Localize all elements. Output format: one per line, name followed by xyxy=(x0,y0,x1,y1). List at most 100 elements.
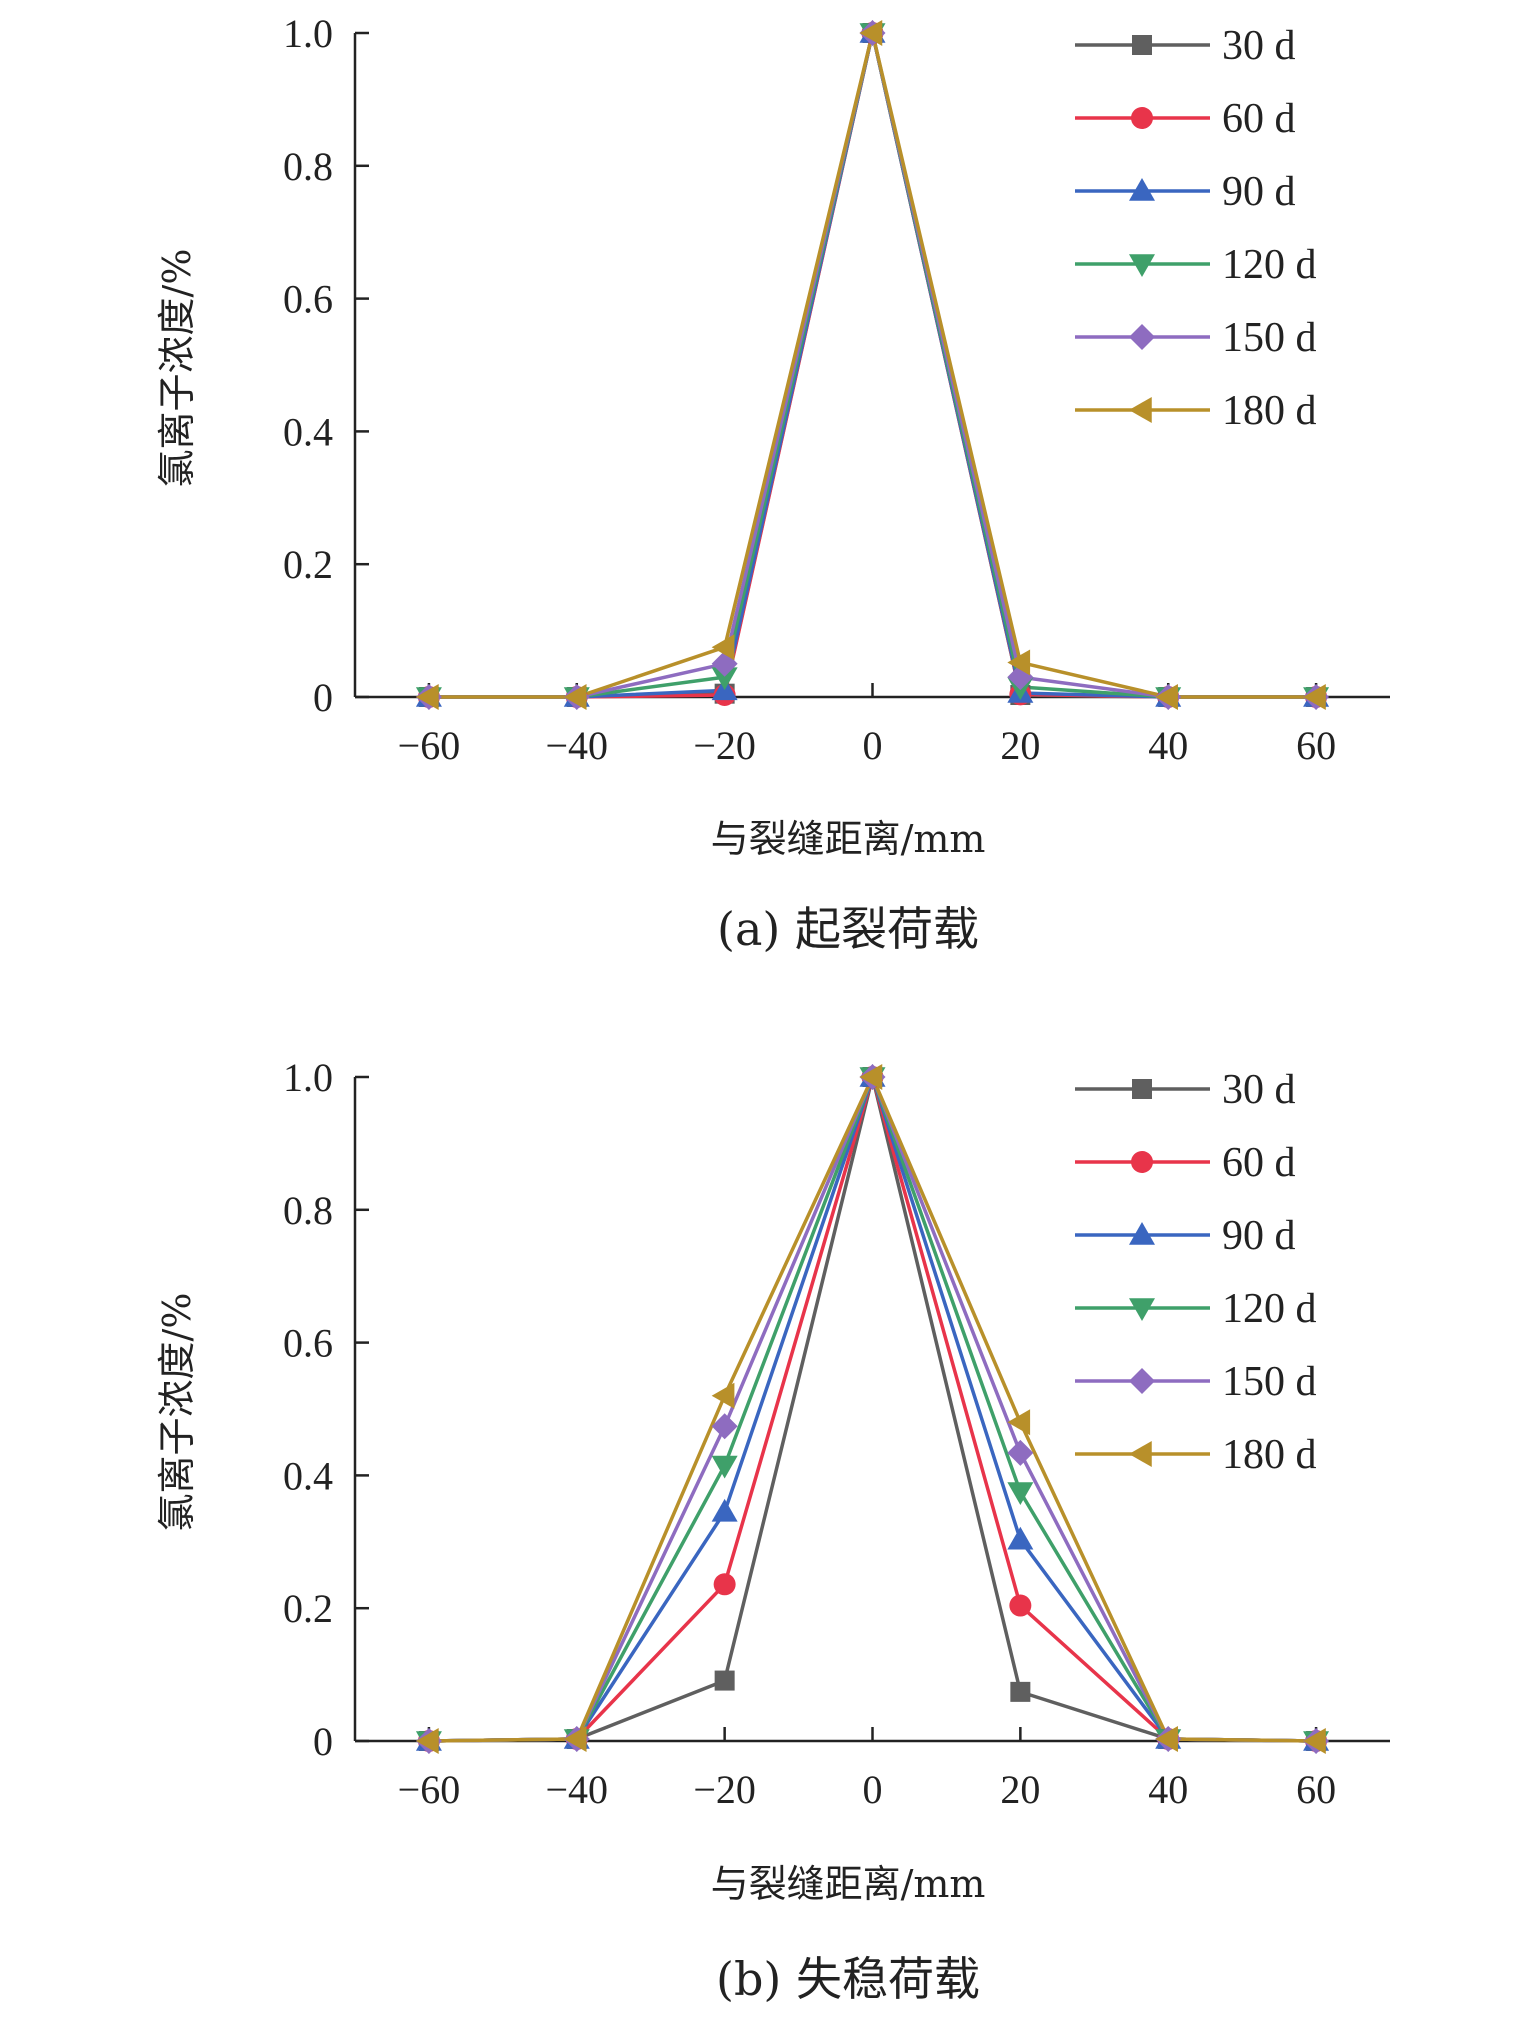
legend-marker xyxy=(1129,324,1155,350)
data-point xyxy=(1155,1726,1178,1753)
y-tick-label: 0.4 xyxy=(283,1453,333,1498)
legend-marker xyxy=(1129,1298,1155,1321)
data-point xyxy=(1007,1526,1034,1550)
x-tick-label: −60 xyxy=(398,1767,461,1812)
x-tick-label: −40 xyxy=(546,723,609,768)
legend-label: 30 d xyxy=(1222,1067,1296,1113)
y-tick-label: 1.0 xyxy=(283,11,333,56)
x-tick-label: 20 xyxy=(1000,1767,1040,1812)
legend-label: 60 d xyxy=(1222,96,1296,142)
legend-marker xyxy=(1132,1079,1152,1099)
axes: 0 0.2 0.4 0.6 0.8 1.0 −60 −40 −20 0 20 40 60 xyxy=(283,1055,1390,1812)
legend-marker xyxy=(1129,1441,1152,1467)
legend-label: 150 d xyxy=(1222,315,1317,361)
x-tick-label: 60 xyxy=(1296,723,1336,768)
data-point xyxy=(711,1382,735,1409)
y-tick-label: 0.6 xyxy=(283,1321,333,1366)
data-point xyxy=(711,634,735,661)
data-point xyxy=(711,1413,738,1440)
series-line xyxy=(428,1075,1317,1743)
x-tick-label: −40 xyxy=(546,1767,609,1812)
legend-label: 120 d xyxy=(1222,1286,1317,1332)
legend-marker xyxy=(1132,35,1152,55)
axes: 0 0.2 0.4 0.6 0.8 1.0 −60 −40 −20 0 20 40 60 xyxy=(283,11,1390,768)
series-line xyxy=(428,31,1317,699)
x-tick-label: 60 xyxy=(1296,1767,1336,1812)
data-point xyxy=(1010,1681,1031,1702)
data-point xyxy=(711,1455,738,1479)
legend-label: 30 d xyxy=(1222,23,1296,69)
series-line xyxy=(428,31,1317,699)
x-axis-label: 与裂缝距离/mm xyxy=(711,1862,986,1906)
y-axis-label: 氯离子浓度/% xyxy=(155,249,199,488)
data-point xyxy=(711,1498,738,1522)
legend-label: 60 d xyxy=(1222,1140,1296,1186)
y-tick-label: 0 xyxy=(313,1719,333,1764)
y-tick-label: 0.4 xyxy=(283,409,333,454)
series-group xyxy=(415,1064,1330,1754)
data-point xyxy=(1007,664,1034,691)
legend: 30 d 60 d 90 d 120 d 150 d 180 d xyxy=(1075,1067,1317,1478)
x-tick-label: −20 xyxy=(693,723,756,768)
legend-marker xyxy=(1129,1222,1155,1245)
legend-marker xyxy=(1129,1368,1155,1394)
x-tick-label: −60 xyxy=(398,723,461,768)
data-point xyxy=(1007,1482,1034,1505)
data-point xyxy=(714,1670,735,1691)
legend-label: 90 d xyxy=(1222,169,1296,215)
x-tick-label: 0 xyxy=(863,1767,883,1812)
data-point xyxy=(859,1064,883,1090)
legend-marker xyxy=(1129,254,1155,277)
y-tick-label: 0.6 xyxy=(283,277,333,322)
data-point xyxy=(1007,1409,1031,1436)
y-tick-label: 0 xyxy=(313,675,333,720)
y-tick-label: 0.8 xyxy=(283,1188,333,1233)
x-tick-label: 40 xyxy=(1148,1767,1188,1812)
data-point xyxy=(1303,1728,1326,1754)
series-line xyxy=(428,1075,1317,1743)
series-line xyxy=(428,31,1317,699)
data-point xyxy=(415,684,439,710)
legend-label: 180 d xyxy=(1222,388,1317,434)
legend-label: 150 d xyxy=(1222,1359,1317,1405)
y-axis-label: 氯离子浓度/% xyxy=(155,1293,199,1532)
series-line xyxy=(428,31,1317,699)
x-tick-label: 0 xyxy=(863,723,883,768)
series-line xyxy=(428,1075,1317,1743)
data-point xyxy=(1009,1594,1032,1617)
series-line xyxy=(428,31,1317,699)
series-line xyxy=(428,1075,1317,1743)
y-tick-label: 0.2 xyxy=(283,542,333,587)
data-point xyxy=(859,20,883,46)
legend-marker xyxy=(1131,1151,1153,1173)
legend: 30 d 60 d 90 d 120 d 150 d 180 d xyxy=(1075,23,1317,434)
x-tick-label: 20 xyxy=(1000,723,1040,768)
data-point xyxy=(1007,1439,1034,1466)
series-line xyxy=(428,1075,1317,1743)
chart-panel-a: 0 0.2 0.4 0.6 0.8 1.0 −60 −40 −20 0 20 40 60 30 d 60 … xyxy=(155,11,1390,956)
legend-marker xyxy=(1129,397,1152,423)
chart-panel-b: 0 0.2 0.4 0.6 0.8 1.0 −60 −40 −20 0 20 40 60 30 d 60 … xyxy=(155,1055,1390,2006)
y-tick-label: 0.2 xyxy=(283,1586,333,1631)
series-line xyxy=(428,31,1317,699)
data-point xyxy=(563,684,587,710)
legend-label: 180 d xyxy=(1222,1432,1317,1478)
data-point xyxy=(1007,649,1031,676)
legend-marker xyxy=(1129,178,1155,201)
data-point xyxy=(713,1573,736,1596)
series-group xyxy=(415,20,1330,710)
data-point xyxy=(415,1728,439,1754)
panel-caption: (b) 失稳荷载 xyxy=(716,1952,980,2006)
data-point xyxy=(711,667,738,691)
y-tick-label: 0.8 xyxy=(283,144,333,189)
x-tick-label: 40 xyxy=(1148,723,1188,768)
legend-label: 90 d xyxy=(1222,1213,1296,1259)
y-tick-label: 1.0 xyxy=(283,1055,333,1100)
data-point xyxy=(563,1726,587,1753)
panel-caption: (a) 起裂荷载 xyxy=(717,902,979,956)
data-point xyxy=(1155,684,1178,710)
legend-marker xyxy=(1131,107,1153,129)
data-point xyxy=(1303,684,1326,710)
